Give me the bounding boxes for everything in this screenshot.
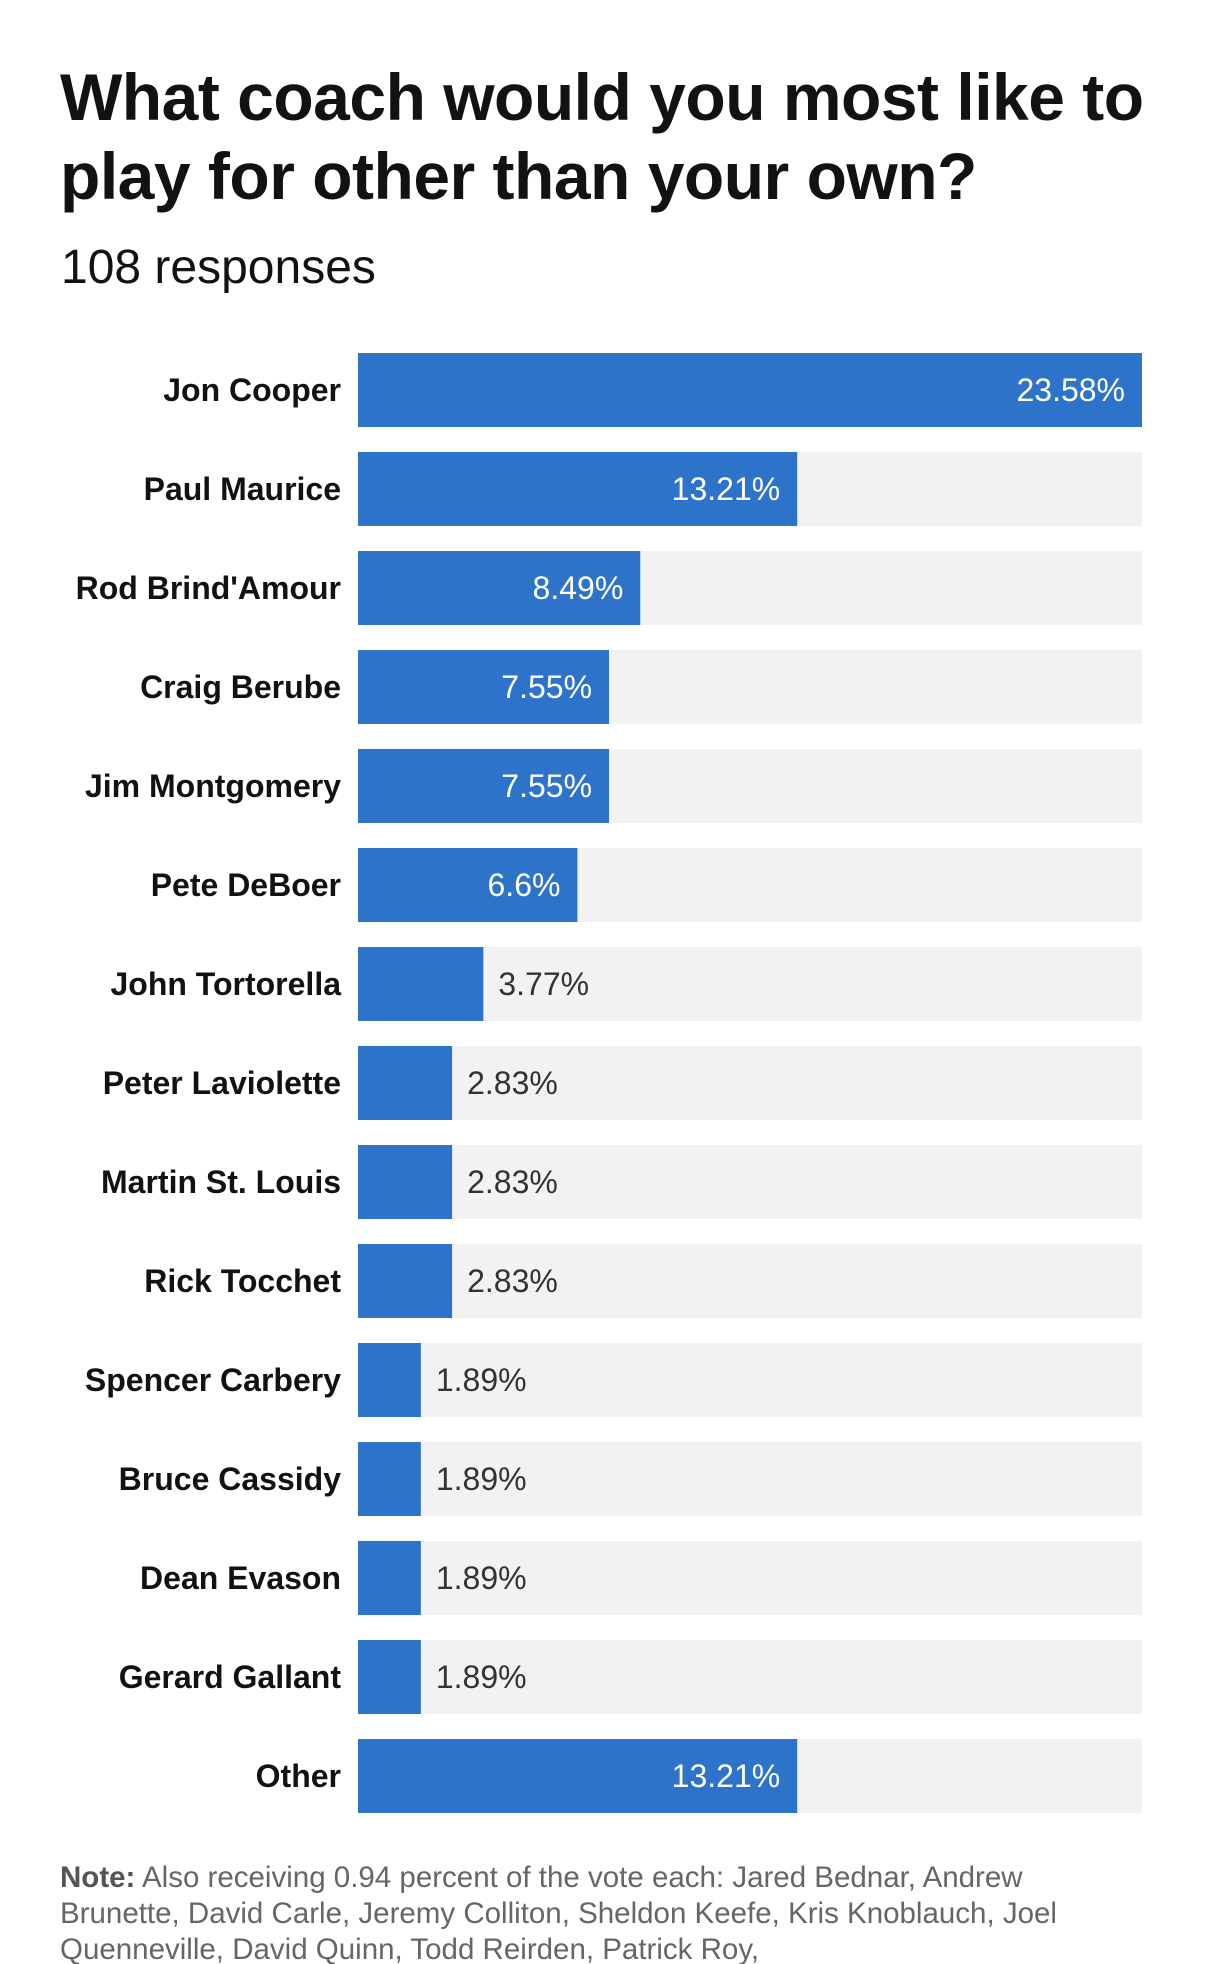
bar bbox=[358, 353, 1142, 427]
bar bbox=[358, 749, 610, 823]
bar-track bbox=[358, 1244, 1142, 1318]
bar-row: Rick Tocchet 2.83% bbox=[144, 1244, 1142, 1318]
bar bbox=[358, 452, 798, 526]
bar bbox=[358, 1343, 421, 1417]
data-label: 2.83% bbox=[467, 1164, 558, 1200]
bar-row: Jon Cooper 23.58% bbox=[163, 353, 1142, 427]
bar bbox=[358, 1244, 453, 1318]
category-label: Dean Evason bbox=[140, 1560, 341, 1596]
category-label: Rick Tocchet bbox=[144, 1263, 341, 1299]
data-label: 6.6% bbox=[488, 867, 561, 903]
category-label: Peter Laviolette bbox=[103, 1065, 341, 1101]
data-label: 23.58% bbox=[1016, 372, 1125, 408]
bar-row: Gerard Gallant 1.89% bbox=[119, 1640, 1142, 1714]
bar-row: Pete DeBoer 6.6% bbox=[151, 848, 1142, 922]
category-label: Spencer Carbery bbox=[85, 1362, 341, 1398]
category-label: Craig Berube bbox=[140, 669, 341, 705]
category-label: Rod Brind'Amour bbox=[76, 570, 341, 606]
data-label: 1.89% bbox=[436, 1461, 527, 1497]
data-label: 8.49% bbox=[533, 570, 624, 606]
category-label: Other bbox=[256, 1758, 341, 1794]
data-label: 13.21% bbox=[672, 1758, 781, 1794]
data-label: 2.83% bbox=[467, 1263, 558, 1299]
bar bbox=[358, 1145, 453, 1219]
bar-row: Spencer Carbery 1.89% bbox=[85, 1343, 1142, 1417]
bar bbox=[358, 1541, 421, 1615]
bar-row: John Tortorella 3.77% bbox=[110, 947, 1142, 1021]
bar-row: Bruce Cassidy 1.89% bbox=[119, 1442, 1142, 1516]
bar-track bbox=[358, 947, 1142, 1021]
data-label: 2.83% bbox=[467, 1065, 558, 1101]
bar-row: Rod Brind'Amour 8.49% bbox=[76, 551, 1142, 625]
bar-row: Peter Laviolette 2.83% bbox=[103, 1046, 1142, 1120]
category-label: John Tortorella bbox=[110, 966, 341, 1002]
data-label: 1.89% bbox=[436, 1659, 527, 1695]
category-label: Martin St. Louis bbox=[101, 1164, 341, 1200]
bar bbox=[358, 1640, 421, 1714]
bar bbox=[358, 848, 578, 922]
category-label: Paul Maurice bbox=[144, 471, 341, 507]
category-label: Bruce Cassidy bbox=[119, 1461, 342, 1497]
bar-row: Other 13.21% bbox=[256, 1739, 1142, 1813]
bar bbox=[358, 947, 484, 1021]
bar-track bbox=[358, 1046, 1142, 1120]
bar-row: Jim Montgomery 7.55% bbox=[85, 749, 1142, 823]
note-text: Also receiving 0.94 percent of the vote … bbox=[60, 1861, 1057, 1964]
data-label: 3.77% bbox=[498, 966, 589, 1002]
bar bbox=[358, 650, 610, 724]
bar-row: Craig Berube 7.55% bbox=[140, 650, 1142, 724]
chart-subtitle: 108 responses bbox=[61, 241, 376, 294]
note-label: Note: bbox=[60, 1861, 136, 1894]
data-label: 1.89% bbox=[436, 1560, 527, 1596]
bar-row: Martin St. Louis 2.83% bbox=[101, 1145, 1142, 1219]
data-label: 7.55% bbox=[501, 669, 592, 705]
chart-title: What coach would you most like to play f… bbox=[60, 60, 1144, 213]
bar-track bbox=[358, 1541, 1142, 1615]
bar bbox=[358, 1442, 421, 1516]
bar-track bbox=[358, 1442, 1142, 1516]
bar bbox=[358, 551, 641, 625]
bar bbox=[358, 1739, 798, 1813]
bar-row: Dean Evason 1.89% bbox=[140, 1541, 1142, 1615]
data-label: 7.55% bbox=[501, 768, 592, 804]
bar bbox=[358, 1046, 453, 1120]
bar-row: Paul Maurice 13.21% bbox=[144, 452, 1142, 526]
bar-track bbox=[358, 1145, 1142, 1219]
category-label: Jim Montgomery bbox=[85, 768, 341, 804]
category-label: Jon Cooper bbox=[163, 372, 341, 408]
bar-track bbox=[358, 1343, 1142, 1417]
category-label: Pete DeBoer bbox=[151, 867, 341, 903]
category-label: Gerard Gallant bbox=[119, 1659, 342, 1695]
bar-track bbox=[358, 1640, 1142, 1714]
chart-note: Note: Also receiving 0.94 percent of the… bbox=[60, 1860, 1060, 1964]
data-label: 1.89% bbox=[436, 1362, 527, 1398]
data-label: 13.21% bbox=[672, 471, 781, 507]
